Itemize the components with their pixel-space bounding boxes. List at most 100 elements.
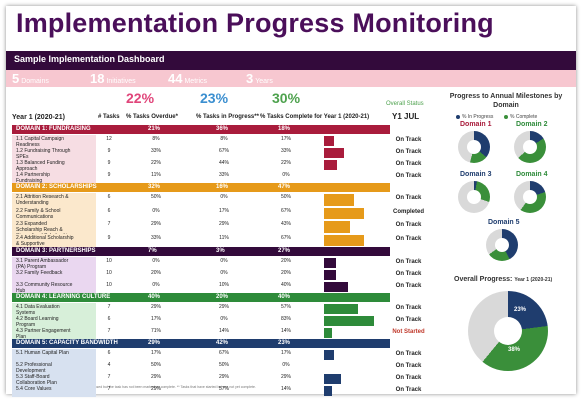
initiative-name: 5.3 Staff-Board Collaboration Plan xyxy=(16,374,57,386)
cell-p: 29% xyxy=(218,374,229,380)
row-name-cell xyxy=(12,159,96,171)
cell-p: 0% xyxy=(220,194,228,200)
domain-label: DOMAIN 5: CAPACITY BANDWIDTH xyxy=(16,340,118,346)
cell-p: 0% xyxy=(220,316,228,322)
domain-header-row: DOMAIN 2: SCHOLARSHIPS 32% 16% 47% xyxy=(12,183,390,192)
table-row: 1.4 Partnership Fundraising 9 11% 33% 0% xyxy=(12,171,390,184)
row-name-cell xyxy=(12,281,96,293)
overall-progress-value: 23% xyxy=(514,307,527,313)
table-row: 2.3 Expanded Scholarship Reach & Streaml… xyxy=(12,220,390,245)
cell-o: 17% xyxy=(150,350,161,356)
cell-c: 43% xyxy=(280,221,291,227)
cell-c: 20% xyxy=(280,258,291,264)
cell-tasks: 7 xyxy=(107,328,111,334)
domain-progress: 16% xyxy=(216,184,229,190)
complete-bar xyxy=(324,282,348,292)
cell-tasks: 7 xyxy=(107,374,111,380)
stat-number: 44 xyxy=(168,71,183,86)
domain-donut xyxy=(458,181,490,213)
cell-tasks: 4 xyxy=(107,362,111,368)
domain-donut xyxy=(514,181,546,213)
complete-bar xyxy=(324,194,354,206)
table-row: 3.1 Parent Ambassador (PA) Program 10 0% 0%… xyxy=(12,257,390,270)
initiative-name: 4.3 Partner Engagement Plan xyxy=(16,328,71,340)
complete-bar xyxy=(324,221,350,233)
table-row: 5.1 Human Capital Plan 6 17% 67% 17% xyxy=(12,349,390,361)
cell-o: 0% xyxy=(152,258,160,264)
stat-number: 18 xyxy=(90,71,105,86)
row-name-cell xyxy=(12,385,96,397)
initiative-name: 5.4 Core Values xyxy=(16,386,52,392)
initiative-name: 1.2 Fundraising Through SPEs xyxy=(16,148,71,160)
cell-o: 8% xyxy=(152,136,160,142)
cell-p: 0% xyxy=(220,258,228,264)
initiative-name: 3.2 Family Feedback xyxy=(16,270,63,276)
status-label: Completed xyxy=(392,208,424,215)
cell-o: 11% xyxy=(151,172,161,178)
stat-metrics: 44 Metrics xyxy=(168,70,207,88)
table-row: 4.3 Partner Engagement Plan 7 71% 14% 14% xyxy=(12,327,390,340)
table-header: Year 1 (2020-21) # Tasks % Tasks Overdue… xyxy=(12,112,390,124)
initiative-name: 3.3 Community Resource Hub xyxy=(16,282,73,294)
domain-donut xyxy=(458,131,490,163)
domain-overdue: 29% xyxy=(148,340,161,346)
cell-p: 17% xyxy=(218,207,229,214)
complete-bar xyxy=(324,316,374,326)
status-label: On Track xyxy=(395,161,422,167)
cell-c: 22% xyxy=(280,160,291,166)
status-label: On Track xyxy=(395,259,422,265)
cell-p: 8% xyxy=(220,136,228,142)
cell-o: 29% xyxy=(150,221,161,227)
domain-complete: 27% xyxy=(278,248,291,254)
cell-c: 0% xyxy=(282,362,290,368)
row-name-cell xyxy=(12,257,96,269)
cell-tasks: 9 xyxy=(107,148,111,154)
summary-overdue: 22% xyxy=(126,90,155,106)
status-label: On Track xyxy=(395,173,422,179)
cell-c: 83% xyxy=(280,316,291,322)
cell-c: 57% xyxy=(280,304,291,310)
status-label: On Track xyxy=(395,222,422,228)
cell-o: 33% xyxy=(150,148,161,154)
row-name-cell xyxy=(12,193,96,207)
donut-title: Domain 5 xyxy=(488,219,520,226)
summary-complete: 30% xyxy=(272,90,301,106)
cell-tasks: 7 xyxy=(107,221,111,227)
donut-title: Domain 1 xyxy=(460,121,492,128)
cell-tasks: 10 xyxy=(106,270,112,276)
stat-label: Metrics xyxy=(184,78,208,85)
legend-progress: % In Progress xyxy=(456,114,493,120)
domain-header-row: DOMAIN 1: FUNDRAISING 21% 36% 18% xyxy=(12,125,390,134)
cell-tasks: 10 xyxy=(106,282,112,288)
status-label: On Track xyxy=(395,305,422,311)
table-row: 4.2 Board Learning Program 6 17% 0% 83% xyxy=(12,315,390,328)
domain-donut xyxy=(486,229,518,261)
legend-complete: % Complete xyxy=(504,114,537,120)
row-name-cell xyxy=(12,147,96,159)
legend-complete-label: % Complete xyxy=(510,114,538,120)
table-row: 2.4 Additional Scholarship & Supportive … xyxy=(12,233,390,253)
table-row: 3.3 Community Resource Hub 10 0% 10% 40% xyxy=(12,281,390,294)
y1-header: Y1 JUL xyxy=(392,112,420,121)
table-row: 2.1 Attrition Research & Understanding 6 5… xyxy=(12,193,390,207)
cell-tasks: 7 xyxy=(107,386,111,392)
cell-tasks: 12 xyxy=(106,136,112,142)
page-title: Implementation Progress Monitoring xyxy=(16,8,494,38)
cell-tasks: 9 xyxy=(107,234,111,241)
cell-p: 67% xyxy=(218,148,229,154)
cell-p: 11% xyxy=(219,234,229,241)
year-header: Year 1 (2020-21) xyxy=(12,114,65,121)
status-label: On Track xyxy=(395,195,422,201)
complete-bar xyxy=(324,374,342,384)
legend-dot-icon xyxy=(504,114,508,119)
domain-complete: 23% xyxy=(278,340,291,346)
cell-tasks: 6 xyxy=(107,194,111,200)
cell-c: 17% xyxy=(280,350,291,356)
complete-bar xyxy=(324,207,365,219)
cell-p: 67% xyxy=(218,350,229,356)
cell-c: 20% xyxy=(280,270,291,276)
stats-band: 5 Domains 18 Initiatives 44 Metrics 3 Years xyxy=(6,70,576,87)
overall-complete-value: 38% xyxy=(508,347,521,353)
milestones-title: Progress to Annual Milestones by Domain xyxy=(449,93,563,109)
cell-p: 50% xyxy=(218,362,229,368)
